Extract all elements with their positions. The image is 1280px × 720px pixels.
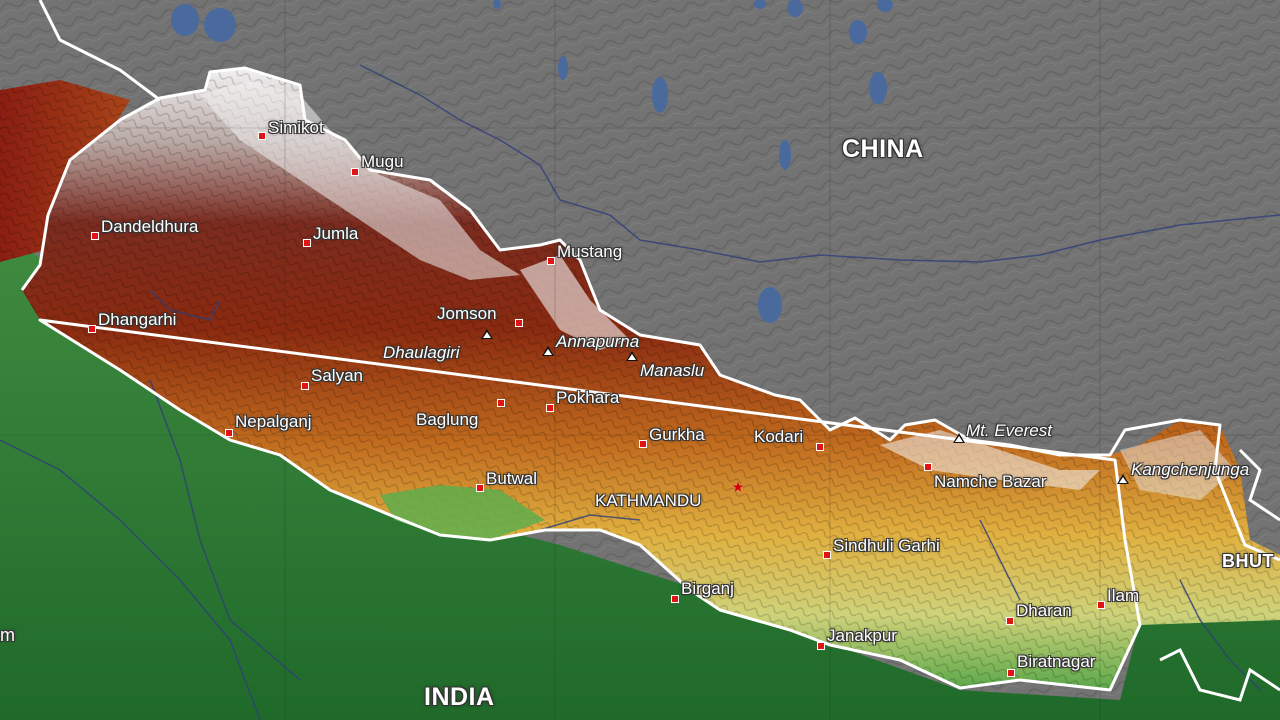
city-label-dharan: Dharan — [1016, 601, 1072, 620]
city-marker-dhangarhi[interactable] — [88, 325, 96, 333]
city-marker-birganj[interactable] — [671, 595, 679, 603]
city-marker-salyan[interactable] — [301, 382, 309, 390]
city-label-namche-bazar: Namche Bazar — [934, 472, 1047, 491]
country-label-china: CHINA — [842, 135, 924, 163]
city-label-kodari: Kodari — [754, 427, 804, 446]
peak-label-annapurna: Annapurna — [556, 332, 640, 351]
country-label-india: INDIA — [424, 683, 495, 711]
peak-triangle-icon[interactable] — [481, 329, 493, 339]
city-label-baglung: Baglung — [416, 410, 479, 429]
city-label-pokhara: Pokhara — [556, 388, 620, 407]
city-marker-janakpur[interactable] — [817, 642, 825, 650]
partial-edge-label: m — [0, 625, 16, 645]
city-label-ilam: Ilam — [1107, 586, 1140, 605]
city-label-mugu: Mugu — [361, 152, 404, 171]
city-label-janakpur: Janakpur — [827, 626, 897, 645]
city-marker-kodari[interactable] — [816, 443, 824, 451]
city-marker-mustang[interactable] — [547, 257, 555, 265]
city-label-simikot: Simikot — [268, 118, 324, 137]
city-marker-gurkha[interactable] — [639, 440, 647, 448]
city-marker-sindhuli-garhi[interactable] — [823, 551, 831, 559]
city-label-gurkha: Gurkha — [649, 425, 705, 444]
city-marker-simikot[interactable] — [258, 132, 266, 140]
peak-triangle-icon[interactable] — [542, 346, 554, 356]
city-marker-pokhara[interactable] — [546, 404, 554, 412]
peak-label-dhaulagiri: Dhaulagiri — [383, 343, 460, 362]
peak-label-kangchenjunga: Kangchenjunga — [1131, 460, 1250, 479]
country-label-bhutan: BHUT — [1222, 551, 1274, 571]
city-label-dandeldhura: Dandeldhura — [101, 217, 199, 236]
peak-triangle-icon[interactable] — [1117, 474, 1129, 484]
capital-star-icon[interactable]: ★ — [731, 477, 745, 496]
city-label-sindhuli-garhi: Sindhuli Garhi — [833, 536, 940, 555]
city-label-butwal: Butwal — [486, 469, 538, 488]
city-label-dhangarhi: Dhangarhi — [98, 310, 177, 329]
city-marker-mugu[interactable] — [351, 168, 359, 176]
city-marker-dharan[interactable] — [1006, 617, 1014, 625]
city-marker-biratnagar[interactable] — [1007, 669, 1015, 677]
city-label-mustang: Mustang — [557, 242, 623, 261]
peak-label-mt-everest: Mt. Everest — [966, 421, 1052, 440]
city-marker-dandeldhura[interactable] — [91, 232, 99, 240]
gangetic-plain — [0, 250, 1280, 720]
city-label-biratnagar: Biratnagar — [1017, 652, 1096, 671]
city-label-jumla: Jumla — [313, 224, 359, 243]
city-marker-ilam[interactable] — [1097, 601, 1105, 609]
city-marker-jumla[interactable] — [303, 239, 311, 247]
city-marker-namche-bazar[interactable] — [924, 463, 932, 471]
city-label-birganj: Birganj — [681, 579, 734, 598]
city-label-salyan: Salyan — [311, 366, 363, 385]
city-label-nepalganj: Nepalganj — [235, 412, 312, 431]
city-label-jomsom: Jomson — [437, 304, 497, 323]
city-marker-nepalganj[interactable] — [225, 429, 233, 437]
nepal-border — [20, 66, 1280, 692]
city-marker-butwal[interactable] — [476, 484, 484, 492]
city-marker-baglung[interactable] — [497, 399, 505, 407]
peak-label-manaslu: Manaslu — [640, 361, 705, 380]
capital-label-kathmandu: KATHMANDU — [595, 491, 702, 510]
peak-triangle-icon[interactable] — [953, 433, 965, 443]
peak-triangle-icon[interactable] — [626, 351, 638, 361]
city-marker-jomsom[interactable] — [515, 319, 523, 327]
